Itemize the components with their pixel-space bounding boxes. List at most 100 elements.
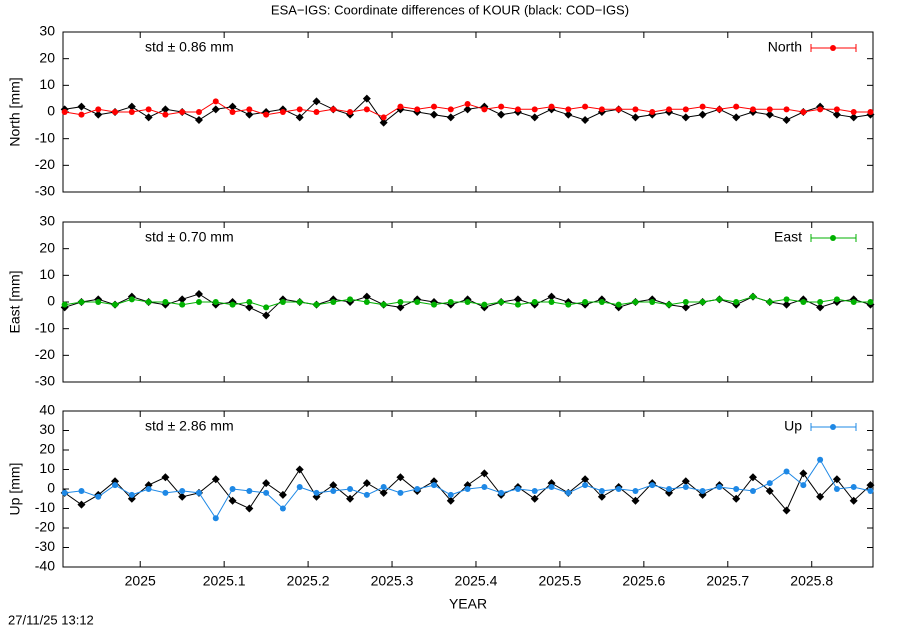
point bbox=[732, 113, 741, 122]
std-annotation: std ± 0.70 mm bbox=[145, 229, 234, 245]
point bbox=[95, 106, 102, 113]
y-tick-label: -30 bbox=[35, 538, 55, 554]
point bbox=[295, 465, 304, 474]
point bbox=[430, 110, 439, 119]
point bbox=[78, 299, 85, 305]
point bbox=[497, 110, 506, 119]
point bbox=[833, 296, 840, 303]
point bbox=[783, 296, 790, 303]
point bbox=[447, 106, 454, 113]
point bbox=[128, 296, 135, 303]
y-axis-label: Up [mm] bbox=[7, 463, 23, 516]
point bbox=[245, 504, 254, 513]
y-tick-label: 30 bbox=[39, 23, 55, 39]
point bbox=[698, 110, 707, 119]
point bbox=[229, 109, 236, 115]
point bbox=[161, 473, 170, 482]
point bbox=[816, 492, 825, 501]
legend-marker bbox=[830, 424, 836, 430]
point bbox=[850, 299, 857, 305]
point bbox=[145, 106, 152, 113]
point bbox=[632, 299, 639, 305]
point bbox=[498, 103, 505, 110]
point bbox=[464, 299, 471, 305]
point bbox=[833, 486, 840, 492]
point bbox=[615, 486, 622, 492]
point bbox=[513, 295, 522, 304]
point bbox=[597, 492, 606, 501]
y-axis-label: North [mm] bbox=[7, 77, 23, 146]
point bbox=[530, 113, 539, 122]
point bbox=[749, 293, 756, 300]
point bbox=[245, 110, 254, 119]
point bbox=[279, 505, 286, 512]
point bbox=[548, 299, 555, 305]
point bbox=[179, 487, 186, 494]
point bbox=[112, 482, 119, 489]
point bbox=[178, 295, 187, 304]
point bbox=[481, 484, 488, 491]
point bbox=[800, 109, 807, 115]
y-tick-label: 20 bbox=[39, 239, 55, 255]
std-annotation: std ± 0.86 mm bbox=[145, 39, 234, 55]
point bbox=[212, 98, 219, 105]
point bbox=[397, 299, 404, 305]
point bbox=[447, 491, 454, 498]
point bbox=[564, 110, 573, 119]
point bbox=[380, 114, 387, 121]
point bbox=[195, 109, 202, 115]
point bbox=[246, 487, 253, 494]
point bbox=[766, 299, 773, 305]
point bbox=[682, 299, 689, 305]
point bbox=[547, 292, 556, 301]
point bbox=[782, 116, 791, 124]
point bbox=[228, 102, 237, 111]
y-tick-label: 0 bbox=[47, 480, 55, 496]
point bbox=[162, 299, 169, 305]
point bbox=[649, 482, 656, 489]
point bbox=[733, 103, 740, 110]
x-tick-label: 2025 bbox=[125, 573, 156, 589]
point bbox=[447, 299, 454, 305]
point bbox=[263, 304, 270, 311]
point bbox=[531, 299, 538, 305]
point bbox=[649, 109, 656, 115]
legend-marker bbox=[830, 235, 836, 241]
legend-marker bbox=[830, 45, 836, 51]
point bbox=[666, 106, 673, 113]
point bbox=[498, 299, 505, 305]
point bbox=[246, 299, 253, 305]
point bbox=[228, 496, 237, 505]
point bbox=[112, 109, 119, 115]
y-tick-label: 0 bbox=[47, 103, 55, 119]
point bbox=[783, 106, 790, 113]
point bbox=[263, 489, 270, 496]
x-tick-label: 2025.7 bbox=[706, 573, 749, 589]
point bbox=[145, 486, 152, 492]
point bbox=[128, 109, 135, 115]
point bbox=[849, 496, 858, 505]
point bbox=[362, 94, 371, 103]
point bbox=[78, 487, 85, 494]
point bbox=[783, 468, 790, 475]
point bbox=[431, 103, 438, 110]
point bbox=[212, 299, 219, 305]
y-axis-label: East [mm] bbox=[7, 270, 23, 333]
point bbox=[346, 494, 355, 503]
y-tick-label: -20 bbox=[35, 346, 55, 362]
point bbox=[245, 303, 254, 312]
point bbox=[817, 106, 824, 113]
point bbox=[379, 118, 388, 127]
point bbox=[632, 487, 639, 494]
point bbox=[363, 491, 370, 498]
point bbox=[832, 110, 841, 119]
point bbox=[330, 487, 337, 494]
chart-title: ESA−IGS: Coordinate differences of KOUR … bbox=[271, 2, 629, 17]
point bbox=[766, 480, 773, 487]
x-tick-label: 2025.8 bbox=[790, 573, 833, 589]
point bbox=[112, 301, 119, 308]
point bbox=[296, 484, 303, 491]
point bbox=[666, 486, 673, 492]
point bbox=[782, 506, 791, 515]
